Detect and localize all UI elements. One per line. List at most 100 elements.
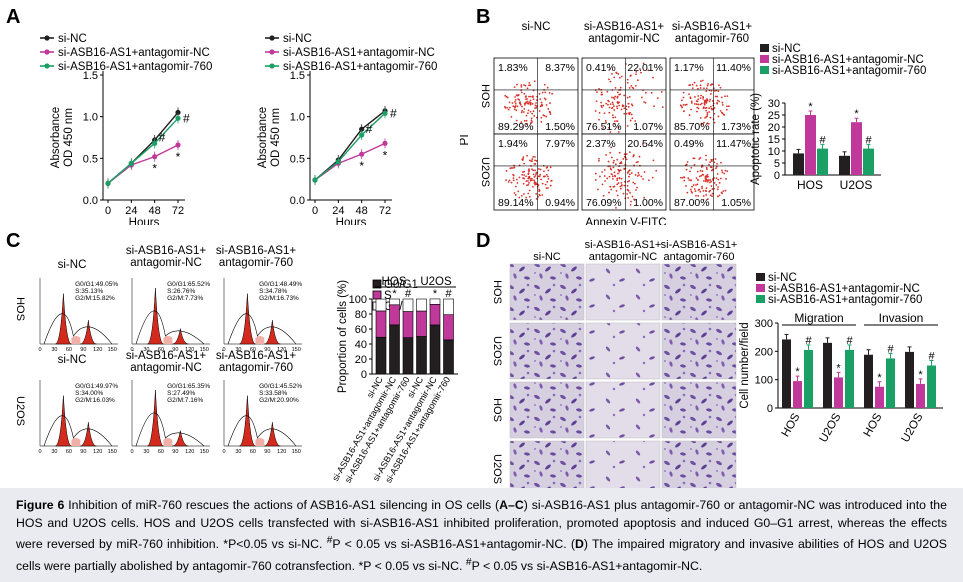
flow-event — [625, 158, 628, 161]
quadrant-ur: 7.97% — [545, 138, 575, 150]
flow-event — [530, 117, 533, 120]
flow-event — [630, 103, 633, 106]
flow-event — [704, 116, 706, 119]
cell-cycle-stat: S:34.78% — [259, 288, 287, 295]
fit-curve — [135, 310, 205, 345]
flow-event — [627, 196, 630, 199]
flow-event — [643, 171, 646, 173]
flow-event — [643, 101, 645, 103]
panel-a-u2os-plot: 0.00.51.01.50244872HoursU2OSAbsorbanceOD… — [257, 70, 397, 225]
fit-curve — [135, 412, 205, 447]
flow-event — [515, 178, 518, 181]
flow-event — [604, 180, 606, 182]
flow-event — [522, 111, 525, 113]
legend-marker — [269, 63, 275, 69]
flow-event — [713, 182, 716, 184]
y-tick-label: 0 — [774, 170, 780, 182]
flow-event — [619, 86, 622, 89]
flow-event — [725, 178, 727, 180]
flow-event — [616, 183, 619, 186]
flow-event — [630, 113, 633, 116]
flow-event — [702, 195, 705, 197]
flow-event — [612, 96, 615, 99]
flow-event — [533, 162, 536, 165]
flow-event — [535, 99, 538, 102]
hist-tick-label: 30 — [235, 347, 241, 353]
quadrant-ul: 1.94% — [498, 138, 528, 150]
flow-event — [711, 83, 714, 86]
flow-event — [528, 84, 530, 87]
flow-event — [612, 177, 614, 180]
flow-event — [715, 165, 718, 168]
stacked-bar-segment — [389, 298, 400, 306]
flow-event — [546, 175, 549, 178]
flow-event — [718, 181, 721, 184]
flow-event — [622, 192, 625, 195]
g2-peak — [172, 328, 189, 345]
flow-event — [525, 175, 527, 178]
flow-event — [690, 108, 692, 111]
caption-figure-label: Figure 6 — [16, 498, 65, 512]
flow-event — [621, 104, 624, 106]
flow-event — [626, 78, 629, 81]
legend-marker — [44, 35, 50, 41]
flow-event — [545, 167, 548, 169]
flow-event — [525, 180, 528, 183]
flow-event — [549, 113, 552, 116]
hist-tick-label: 0 — [38, 347, 41, 353]
flow-event — [626, 172, 629, 174]
flow-event — [530, 177, 533, 180]
bar — [804, 349, 813, 408]
flow-event — [617, 182, 620, 184]
flow-event — [544, 183, 547, 186]
series-line — [314, 112, 386, 181]
flow-event — [635, 73, 637, 76]
flow-event — [703, 99, 706, 102]
flow-event — [710, 180, 713, 183]
flow-event — [713, 106, 716, 109]
flow-event — [692, 157, 695, 160]
flow-event — [637, 171, 640, 174]
significance-hash: # — [405, 288, 412, 300]
flow-event — [706, 180, 709, 183]
flow-event — [594, 172, 597, 175]
caption-sup-1: # — [326, 535, 333, 547]
stacked-bar-segment — [443, 339, 454, 375]
flow-event — [704, 175, 707, 178]
legend-swatch — [756, 295, 765, 303]
y-tick-label: 20 — [768, 122, 780, 134]
panel-a-chart: si-NC si-ASB16-AS1+antagomir-NC si-ASB16-A… — [40, 33, 437, 225]
flow-event — [619, 187, 622, 190]
panel-a-letter: A — [6, 6, 21, 28]
flow-event — [533, 182, 536, 185]
flow-event — [628, 95, 631, 98]
quadrant-ul: 1.83% — [498, 62, 528, 74]
flow-event — [717, 186, 719, 188]
hist-tick-label: 150 — [108, 449, 117, 455]
hist-tick-label: 120 — [185, 347, 194, 353]
flow-event — [702, 190, 705, 192]
quadrant-lr: 0.94% — [545, 197, 575, 209]
legend-label: si-ASB16-AS1+antagomir-760 — [283, 61, 437, 73]
significance-star: * — [808, 101, 813, 113]
flow-event — [523, 103, 526, 106]
stacked-bar-segment — [375, 336, 387, 375]
flow-event — [655, 169, 658, 172]
y-tick-label: 40 — [355, 339, 367, 351]
caption-bold-2: D — [575, 537, 584, 552]
flow-event — [539, 168, 542, 171]
x-axis-label: Hours — [336, 217, 367, 225]
flow-event — [535, 192, 538, 195]
y-tick-label: 60 — [355, 324, 367, 336]
flow-event — [614, 86, 617, 89]
quadrant-ur: 20.54% — [627, 138, 663, 150]
x-tick-label: HOS — [862, 411, 885, 439]
flow-event — [608, 111, 611, 114]
flow-event — [512, 179, 515, 182]
column-label: si-NC — [58, 259, 87, 271]
stacked-bar-segment — [375, 298, 387, 312]
flow-event — [602, 104, 605, 107]
flow-event — [612, 161, 615, 164]
legend-swatch — [756, 273, 765, 281]
legend-label: si-NC — [772, 43, 801, 55]
